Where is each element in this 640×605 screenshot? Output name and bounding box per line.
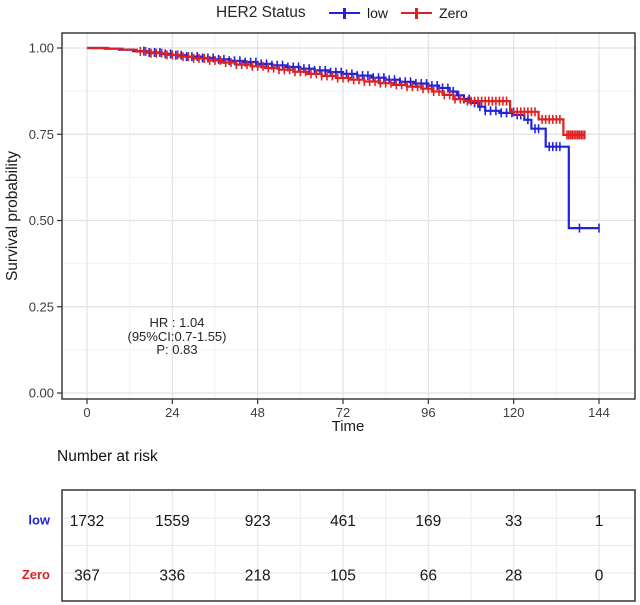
risk-value: 105 [330, 568, 356, 585]
x-tick-label: 120 [503, 405, 525, 420]
stats-annotation: HR : 1.04 (95%CI:0.7-1.55) P: 0.83 [95, 316, 259, 357]
y-tick-label: 0.75 [29, 127, 54, 142]
legend-label: Zero [439, 5, 468, 21]
x-tick-label: 72 [336, 405, 350, 420]
x-tick-label: 96 [421, 405, 435, 420]
legend-label: low [367, 5, 389, 21]
y-tick-label: 0.50 [29, 213, 54, 228]
risk-value: 336 [159, 568, 185, 585]
risk-value: 461 [330, 513, 356, 530]
hr-text: HR : 1.04 [149, 315, 205, 330]
risk-row-label-low: low [28, 513, 51, 528]
risk-value: 923 [245, 513, 271, 530]
pvalue-text: P: 0.83 [156, 342, 198, 357]
ci-text: (95%CI:0.7-1.55) [127, 328, 227, 344]
x-tick-label: 24 [165, 405, 179, 420]
risk-table-title: Number at risk [57, 448, 158, 465]
risk-value: 218 [245, 568, 271, 585]
x-tick-label: 144 [588, 405, 610, 420]
chart-title: HER2 Status [216, 4, 306, 21]
risk-value: 169 [415, 513, 441, 530]
legend-item-Zero: Zero [401, 5, 468, 21]
risk-value: 367 [74, 568, 100, 585]
y-tick-label: 1.00 [29, 41, 54, 56]
plot-panel [62, 33, 635, 399]
risk-value: 1732 [70, 513, 104, 530]
y-tick-label: 0.00 [29, 386, 54, 401]
plot-panel-border [61, 32, 636, 400]
legend-key-vtick [415, 7, 418, 19]
legend-item-low: low [329, 5, 388, 21]
legend-key-line-icon [329, 7, 360, 19]
x-axis-title: Time [331, 418, 365, 435]
risk-value: 66 [420, 568, 437, 585]
y-tick-label: 0.25 [29, 299, 54, 314]
risk-row-label-Zero: Zero [22, 567, 50, 582]
risk-value: 1559 [155, 513, 189, 530]
x-tick-label: 0 [83, 405, 90, 420]
risk-value: 0 [595, 568, 604, 585]
legend: low Zero [329, 1, 468, 25]
legend-key-line-icon [401, 7, 433, 19]
risk-value: 33 [505, 513, 522, 530]
legend-key-vtick [343, 7, 346, 19]
x-tick-label: 48 [250, 405, 264, 420]
risk-value: 28 [505, 568, 522, 585]
risk-value: 1 [595, 513, 604, 530]
risk-table-border [61, 489, 636, 602]
y-axis-title: Survival probability [4, 150, 21, 282]
